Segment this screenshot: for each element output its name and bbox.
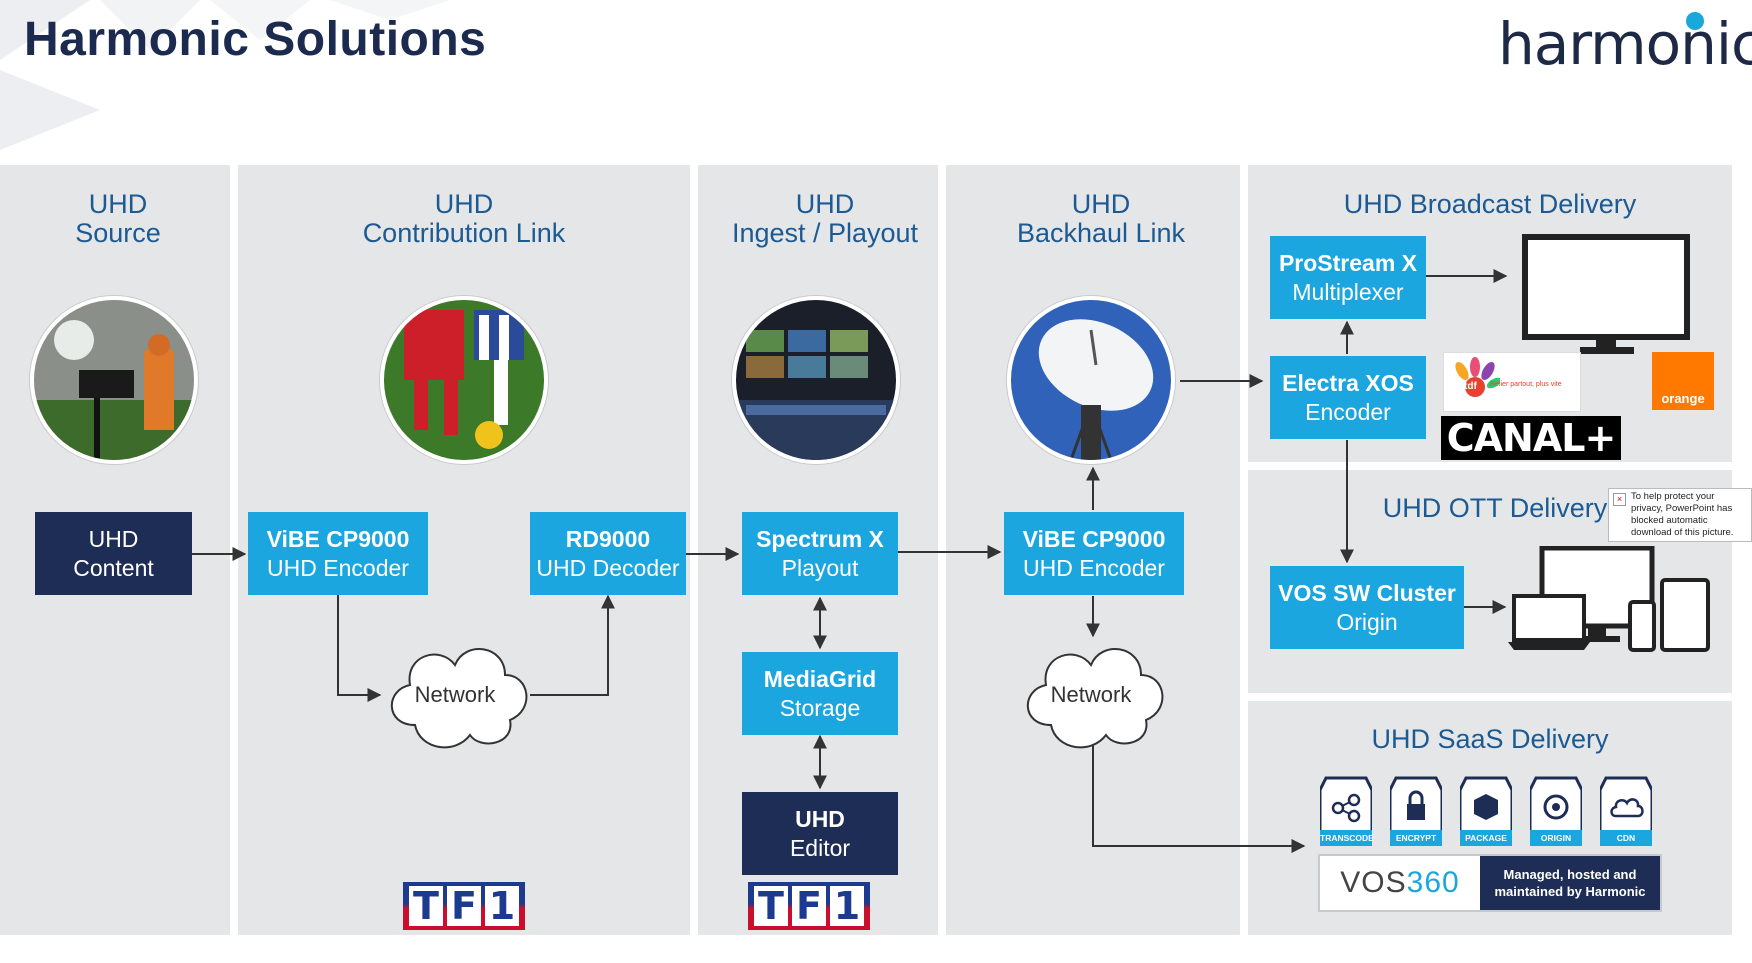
vibe-cp9000-contribution-box: ViBE CP9000 UHD Encoder [248, 512, 428, 595]
tv-monitor-icon [1522, 234, 1690, 354]
orange-logo: orange [1652, 352, 1714, 410]
network-cloud-icon [1026, 648, 1164, 749]
network-label-backhaul: Network [1050, 682, 1132, 707]
vos-tile-transcode: TRANSCODE [1318, 776, 1374, 848]
broken-image-icon: × [1613, 493, 1626, 506]
heading-contribution: UHD Contribution Link [362, 189, 566, 248]
heading-source: UHD Source [75, 189, 161, 248]
heading-broadcast: UHD Broadcast Delivery [1343, 189, 1637, 219]
network-label-contribution: Network [414, 682, 496, 707]
control-room-photo [732, 296, 900, 464]
heading-ingest: UHD Ingest / Playout [731, 189, 919, 248]
title-decoration [0, 0, 450, 150]
ott-devices-icon [1508, 546, 1710, 652]
vibe-cp9000-backhaul-box: ViBE CP9000 UHD Encoder [1004, 512, 1184, 595]
heading-saas: UHD SaaS Delivery [1371, 724, 1609, 754]
heading-backhaul: UHD Backhaul Link [1016, 189, 1186, 248]
soccer-photo [380, 296, 548, 464]
tdf-flower-icon [1455, 357, 1500, 397]
vos-tile-cdn: CDN [1598, 776, 1654, 848]
harmonic-logo: harmonic [1498, 10, 1752, 78]
page-title: Harmonic Solutions [24, 13, 487, 66]
vos-tile-package: PACKAGE [1458, 776, 1514, 848]
logo-play-icon [1686, 12, 1704, 30]
vos-tile-origin: ORIGIN [1528, 776, 1584, 848]
uhd-editor-box: UHD Editor [742, 792, 898, 875]
blocked-picture-placeholder: × To help protect your privacy, PowerPoi… [1608, 488, 1752, 542]
vos360-banner: VOS 360 Managed, hosted and maintained by … [1318, 854, 1662, 912]
vos-tile-encrypt: ENCRYPT [1388, 776, 1444, 848]
prostream-x-box: ProStream X Multiplexer [1270, 236, 1426, 319]
heading-ott: UHD OTT Delivery [1382, 493, 1608, 523]
rd9000-box: RD9000 UHD Decoder [530, 512, 686, 595]
vos360-logo: VOS 360 [1340, 866, 1460, 899]
camera-operator-photo [30, 296, 198, 464]
electra-xos-box: Electra XOS Encoder [1270, 356, 1426, 439]
vos360-managed-text: Managed, hosted and maintained by Harmoni… [1480, 856, 1660, 910]
vos-sw-cluster-box: VOS SW Cluster Origin [1270, 566, 1464, 649]
spectrum-x-box: Spectrum X Playout [742, 512, 898, 595]
mediagrid-box: MediaGrid Storage [742, 652, 898, 735]
satellite-dish-photo [1007, 296, 1175, 464]
canal-plus-logo: CANAL+ [1441, 416, 1621, 460]
tdf-logo: tdf Relier partout, plus vite [1443, 352, 1581, 412]
uhd-content-box: UHD Content [35, 512, 192, 595]
network-cloud-icon [390, 648, 528, 749]
